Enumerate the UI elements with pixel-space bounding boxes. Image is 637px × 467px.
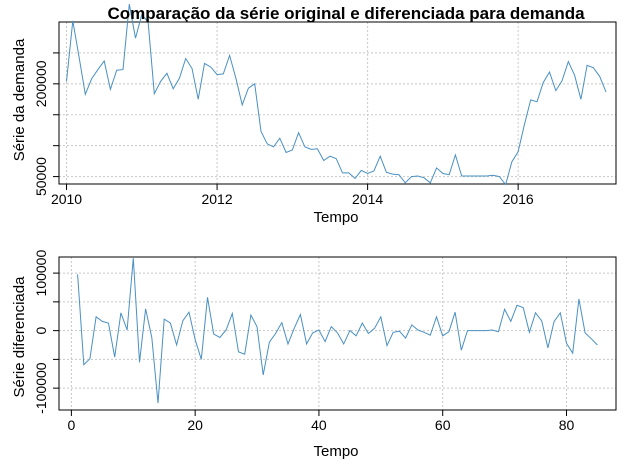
x-tick-label: 2016: [503, 191, 534, 207]
bottom-y-axis-label: Série diferenciada: [11, 276, 28, 398]
x-tick-label: 80: [559, 417, 575, 433]
top-y-axis: 50000 200000: [33, 52, 59, 196]
x-tick-label: 60: [435, 417, 451, 433]
top-y-axis-label: Série da demanda: [11, 38, 28, 161]
bottom-y-axis: -100000 0 100000: [33, 250, 59, 414]
differenced-series-panel: 0 20 40 60 80 -100000 0 100000 Tempo Série dif…: [11, 250, 617, 460]
x-tick-label: 2010: [51, 191, 82, 207]
x-tick-label: 2014: [352, 191, 383, 207]
bottom-x-axis-label: Tempo: [313, 443, 358, 460]
bottom-plot-box: [58, 256, 617, 411]
x-tick-label: 2012: [201, 191, 232, 207]
y-tick-label: -100000: [33, 362, 49, 414]
differenced-series-line: [77, 258, 598, 404]
top-x-axis-label: Tempo: [313, 209, 358, 226]
x-tick-label: 20: [187, 417, 203, 433]
y-tick-label: 50000: [33, 157, 49, 196]
y-tick-label: 0: [33, 327, 49, 335]
chart-title: Comparação da série original e diferenci…: [107, 4, 585, 23]
x-tick-label: 0: [67, 417, 75, 433]
x-tick-label: 40: [311, 417, 327, 433]
top-x-axis: 2010 2012 2014 2016: [51, 184, 534, 207]
top-grid: [59, 22, 616, 184]
bottom-x-axis: 0 20 40 60 80: [67, 410, 574, 433]
bottom-grid: [59, 257, 616, 410]
y-tick-label: 200000: [33, 60, 49, 107]
original-series-panel: 2010 2012 2014 2016 50000 200000 Comparação …: [11, 4, 617, 226]
top-plot-box: [58, 21, 617, 185]
original-series-line: [66, 4, 607, 186]
y-tick-label: 100000: [33, 250, 49, 297]
